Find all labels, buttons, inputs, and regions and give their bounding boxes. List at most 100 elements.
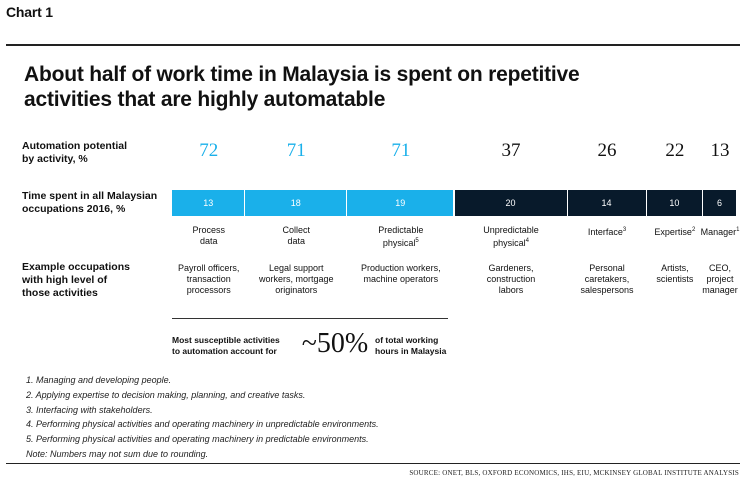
activity-label-text: Predictable <box>378 225 424 235</box>
occupation-line: labors <box>498 285 524 295</box>
activity-label-line: Process <box>167 225 251 236</box>
row-label-line: those activities <box>22 287 98 299</box>
occupation-line: Payroll officers, <box>178 263 240 273</box>
row-label-line: with high level of <box>22 274 108 286</box>
activity-label-text: Interface <box>587 227 623 237</box>
summary-line: hours in Malaysia <box>375 346 447 356</box>
activity-label: Manager1 <box>678 225 747 238</box>
occupation-line: salespersons <box>580 285 634 295</box>
occupation-example: Gardeners, construction labors <box>466 263 556 296</box>
occupation-example: Artists, scientists <box>630 263 720 285</box>
row-label-line: occupations 2016, % <box>22 203 126 215</box>
footnote: 5. Performing physical activities and op… <box>26 434 369 445</box>
activity-label-text: Collect <box>282 225 311 235</box>
activity-label-text: physical <box>382 238 416 248</box>
activity-label-text: Unpredictable <box>483 225 539 235</box>
occupation-line: caretakers, <box>584 274 630 284</box>
summary-line: Most susceptible activities <box>172 335 280 345</box>
occupation-line: originators <box>275 285 318 295</box>
summary-left-text: Most susceptible activities to automatio… <box>172 335 280 357</box>
occupation-line: Legal support <box>269 263 324 273</box>
footnote: Note: Numbers may not sum due to roundin… <box>26 448 209 459</box>
activity-label-text: Manager <box>700 227 737 237</box>
occupation-line: project <box>706 274 734 284</box>
footnote-marker: 1 <box>736 227 740 233</box>
activity-label: Expertise2 <box>633 225 717 238</box>
occupation-example: Personal caretakers, salespersons <box>562 263 652 296</box>
footnote: 2. Applying expertise to decision making… <box>26 389 306 400</box>
activity-label-line: data <box>167 236 251 247</box>
occupation-line: machine operators <box>363 274 439 284</box>
row-label-time-spent: Time spent in all Malaysian occupations … <box>22 190 157 216</box>
row-label-line: Automation potential <box>22 140 127 152</box>
summary-right-text: of total working hours in Malaysia <box>375 335 446 357</box>
occupation-line: transaction <box>186 274 231 284</box>
row-label-line: by activity, % <box>22 153 88 165</box>
occupation-line: Artists, <box>661 263 689 273</box>
source-note: SOURCE: ONET, BLS, OXFORD ECONOMICS, IHS… <box>409 469 739 477</box>
activity-label-line: Interface3 <box>565 225 649 238</box>
footnote-marker: 3 <box>622 227 627 233</box>
row-label-example-occupations: Example occupations with high level of t… <box>22 261 130 300</box>
occupation-example: Production workers, machine operators <box>356 263 446 285</box>
occupation-line: workers, mortgage <box>259 274 334 284</box>
activity-label-text: Process <box>192 225 225 235</box>
time-bar-segment: 20 <box>454 190 568 216</box>
activity-label-text: Expertise <box>654 227 692 237</box>
time-bar-segment: 18 <box>245 190 348 216</box>
bottom-divider <box>6 463 740 464</box>
time-bar-segment: 13 <box>172 190 246 216</box>
activity-label: Collect data <box>254 225 338 247</box>
time-spent-bar: 13 18 19 20 14 10 6 <box>172 190 737 216</box>
automation-potential-value: 22 <box>665 140 685 161</box>
activity-label: Unpredictable physical4 <box>469 225 553 249</box>
row-label-line: Example occupations <box>22 261 130 273</box>
footnote: 1. Managing and developing people. <box>26 375 172 385</box>
time-bar-segment: 19 <box>347 190 455 216</box>
occupation-example: Payroll officers, transaction processors <box>164 263 254 296</box>
footnotes: 1. Managing and developing people. 2. Ap… <box>26 373 379 462</box>
activity-label-line: Unpredictable <box>469 225 553 236</box>
footnote-marker: 5 <box>415 238 419 244</box>
automation-potential-value: 71 <box>286 140 306 161</box>
activity-label-line: physical5 <box>359 236 443 249</box>
chart-title: About half of work time in Malaysia is s… <box>24 62 714 112</box>
occupation-line: scientists <box>656 274 694 284</box>
activity-label-line: physical4 <box>469 236 553 249</box>
footnote: 4. Performing physical activities and op… <box>26 419 379 430</box>
activity-label: Process data <box>167 225 251 247</box>
occupation-example: CEO, project manager <box>675 263 747 296</box>
title-line-1: About half of work time in Malaysia is s… <box>24 63 580 86</box>
occupation-line: Gardeners, <box>488 263 534 273</box>
row-label-line: Time spent in all Malaysian <box>22 190 158 202</box>
occupation-line: Production workers, <box>361 263 441 273</box>
time-bar-segment: 14 <box>567 190 647 216</box>
activity-label: Interface3 <box>565 225 649 238</box>
activity-label-line: Collect <box>254 225 338 236</box>
summary-divider <box>172 318 448 319</box>
summary-line: of total working <box>375 335 439 345</box>
chart-label: Chart 1 <box>6 4 53 20</box>
title-line-2: activities that are highly automatable <box>24 88 386 111</box>
occupation-line: processors <box>186 285 231 295</box>
activity-label: Predictable physical5 <box>359 225 443 249</box>
footnote-marker: 4 <box>525 238 529 244</box>
activity-label-text: physical <box>493 238 526 248</box>
activity-label-line: Expertise2 <box>633 225 717 238</box>
automation-potential-value: 13 <box>710 140 730 161</box>
row-label-automation-potential: Automation potential by activity, % <box>22 140 127 166</box>
footnote-marker: 2 <box>691 227 696 233</box>
activity-label-line: Manager1 <box>678 225 747 238</box>
automation-potential-value: 72 <box>199 140 219 161</box>
occupation-line: Personal <box>589 263 625 273</box>
occupation-line: CEO, <box>709 263 732 273</box>
occupation-example: Legal support workers, mortgage originator… <box>251 263 341 296</box>
activity-label-line: data <box>254 236 338 247</box>
top-divider <box>6 44 740 46</box>
activity-label-text: data <box>199 236 218 246</box>
time-bar-segment: 10 <box>646 190 704 216</box>
automation-potential-value: 26 <box>597 140 617 161</box>
automation-potential-value: 37 <box>501 140 521 161</box>
automation-potential-value: 71 <box>391 140 411 161</box>
occupation-line: manager <box>702 285 738 295</box>
